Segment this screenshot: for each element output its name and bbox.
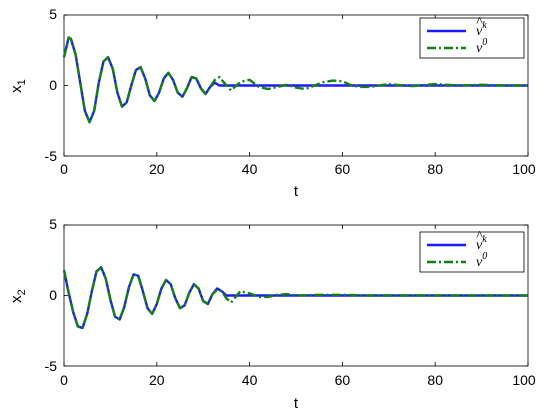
x-axis-label: t (294, 395, 299, 412)
x-tick-label: 0 (60, 161, 68, 177)
legend-box (419, 231, 525, 273)
x-tick-label: 40 (242, 161, 258, 177)
x-axis-label: t (294, 183, 299, 200)
legend-label-1: vk (476, 20, 487, 39)
y-tick-label: -5 (45, 358, 58, 374)
series-line-2 (62, 36, 528, 124)
legend: vk ^ v0 (419, 15, 525, 59)
legend-accent-1: ^ (476, 229, 483, 244)
y-tick-label: -5 (45, 148, 58, 164)
x-tick-label: 20 (149, 372, 165, 388)
y-tick-label: 0 (49, 77, 57, 93)
x-tick-label: 100 (512, 372, 536, 388)
x-tick-label: 40 (242, 372, 258, 388)
x-tick-label: 60 (335, 161, 351, 177)
x-tick-label: 80 (427, 161, 443, 177)
legend-label-2: v0 (476, 37, 487, 56)
legend: vk ^ v0 (419, 229, 525, 273)
legend-label-2: v0 (476, 251, 487, 270)
subplot-bottom: 5 0 -5 0 20 40 60 80 100 t x2 vk ^ v0 (8, 216, 536, 412)
legend-accent-1: ^ (476, 15, 483, 30)
y-axis-label: x1 (8, 79, 28, 93)
x-tick-label: 60 (335, 372, 351, 388)
y-tick-label: 0 (49, 287, 57, 303)
legend-box (419, 17, 525, 59)
legend-label-1: vk (476, 234, 487, 253)
y-tick-label: 5 (49, 6, 57, 22)
y-tick-label: 5 (49, 216, 57, 232)
series-line-2 (62, 266, 528, 330)
x-tick-label: 100 (512, 161, 536, 177)
x-tick-label: 0 (60, 372, 68, 388)
x-tick-label: 20 (149, 161, 165, 177)
x-tick-label: 80 (427, 372, 443, 388)
y-axis-label: x2 (8, 289, 28, 303)
subplot-top: 5 0 -5 0 20 40 60 80 100 t x1 vk ^ v0 (8, 6, 536, 200)
